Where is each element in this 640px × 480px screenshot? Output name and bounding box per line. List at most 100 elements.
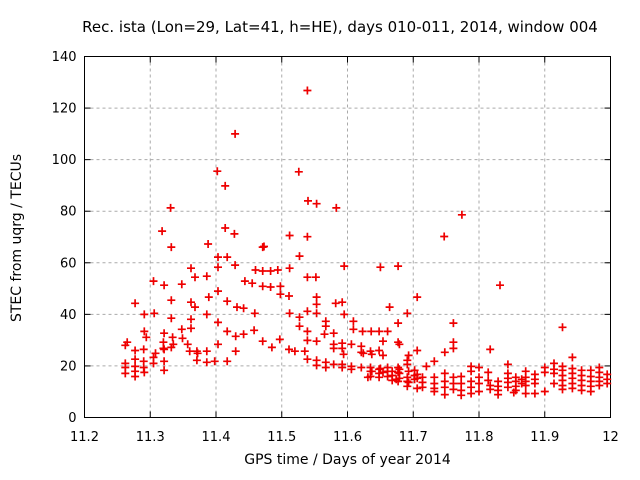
data-point [486,385,495,394]
data-point [530,379,539,388]
data-point [340,262,349,271]
data-point [192,356,201,365]
data-point [231,332,240,341]
data-point [440,383,449,392]
data-point [250,309,259,318]
data-point [149,277,158,286]
data-point [139,345,148,354]
data-point [430,357,439,366]
data-point [131,299,140,308]
data-point [418,383,427,392]
data-point [223,253,232,262]
data-point [295,322,304,331]
data-point [131,372,140,381]
data-point [410,375,419,384]
data-point [312,309,321,318]
data-point [214,253,222,262]
data-point [178,334,187,343]
data-point [214,263,222,272]
data-point [285,309,294,318]
data-point [303,336,312,345]
data-point [158,227,167,236]
data-point [295,313,304,322]
data-point [131,355,140,364]
data-point [404,367,413,376]
data-point [376,263,385,272]
data-point [214,318,222,327]
data-point [383,327,392,336]
data-point [285,231,294,240]
data-point [140,327,149,336]
data-point [403,309,412,318]
y-tick-label: 120 [52,102,77,117]
y-tick-label: 140 [52,50,77,65]
data-point [395,374,404,383]
data-point [413,346,422,355]
data-point [329,329,338,338]
data-point [338,298,347,307]
data-point [233,303,241,312]
data-point [303,86,312,95]
data-point [160,329,169,338]
x-tick-label: 11.5 [267,430,296,445]
y-tick-label: 80 [60,205,77,220]
data-point [121,341,130,350]
data-point [250,326,259,335]
data-point [367,327,376,336]
data-point [366,372,375,381]
data-point [312,361,321,370]
data-point [303,355,312,364]
data-point [332,203,341,212]
data-point [273,266,282,274]
data-point [304,196,312,205]
data-point [404,351,413,360]
data-point [142,333,151,342]
x-tick-label: 11.9 [530,430,559,445]
data-point [285,292,293,300]
data-point [258,337,267,346]
data-point [379,351,387,360]
data-point [230,229,239,238]
data-point [338,363,347,372]
data-point [266,283,275,291]
x-tick-label: 11.6 [333,430,362,445]
data-point [267,343,276,352]
y-tick-label: 60 [60,256,77,271]
data-point [347,340,356,349]
data-point [202,358,211,367]
data-point [375,373,384,382]
data-point [349,325,358,334]
data-point [422,362,431,371]
data-point [375,346,384,355]
data-point [329,360,338,369]
data-point [223,327,232,336]
data-point [251,266,260,274]
data-point [202,272,211,281]
data-point [303,232,312,241]
data-point [275,335,284,344]
data-point [339,350,348,359]
data-point [395,340,404,349]
data-point [240,277,249,286]
data-point [231,129,240,138]
data-point [440,390,449,399]
data-point [276,282,285,291]
data-point [258,282,267,291]
data-point [177,280,186,289]
data-point [521,381,530,390]
data-point [258,243,267,252]
data-point [167,314,176,323]
data-point [509,388,518,397]
data-point [550,379,558,388]
data-point [540,387,549,396]
data-point [467,389,476,398]
data-point [347,365,356,374]
data-point [403,382,412,391]
data-point [160,281,169,290]
data-point [475,379,483,388]
data-point [168,333,177,342]
data-point [191,303,199,312]
data-point [276,290,285,299]
